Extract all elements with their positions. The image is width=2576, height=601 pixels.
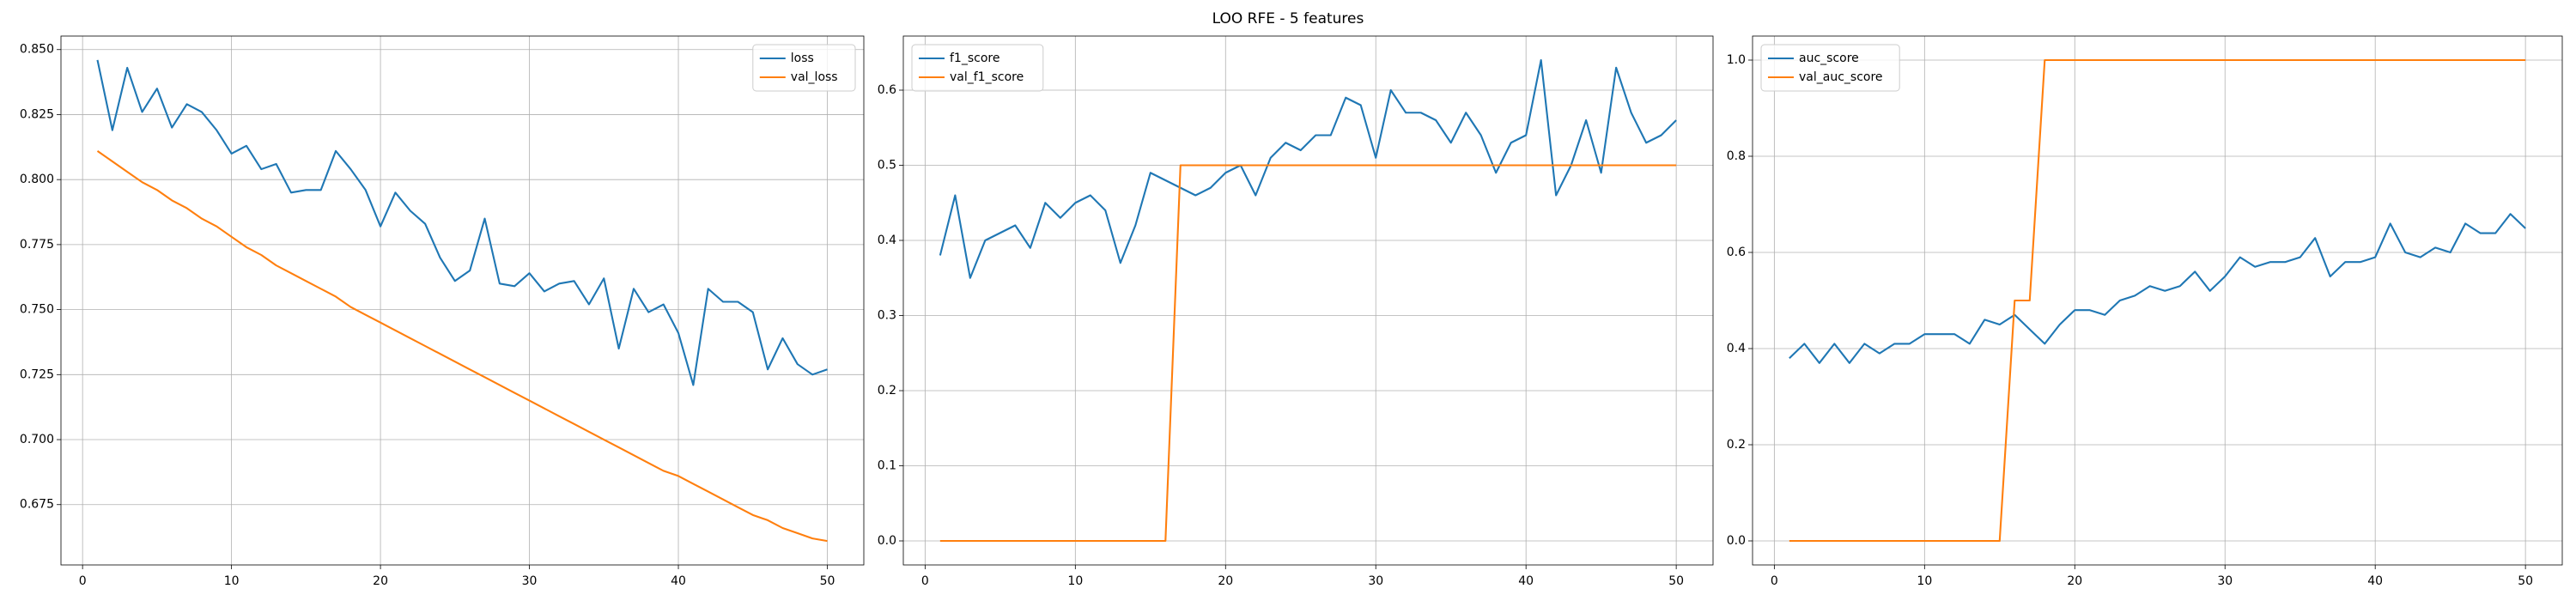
y-tick-label: 0.0 — [1727, 534, 1746, 548]
subplot: 0 10 20 30 40 50 0.675 0.700 0.725 0.750 0.775 0.80… — [20, 35, 865, 588]
y-tick-label: 0.1 — [878, 459, 896, 473]
series-line — [939, 164, 1677, 543]
y-tick-label: 0.825 — [20, 107, 54, 121]
x-tick-label: 20 — [1218, 574, 1233, 588]
y-tick-label: 0.6 — [878, 83, 896, 97]
y-tick-label: 0.2 — [1727, 438, 1746, 452]
series-line — [1789, 213, 2526, 364]
x-tick-label: 40 — [671, 574, 686, 588]
y-tick-label: 0.0 — [878, 534, 896, 548]
y-tick-label: 0.2 — [878, 384, 896, 398]
y-tick-label: 0.675 — [20, 498, 54, 512]
legend: auc_score val_auc_score — [1760, 44, 1900, 92]
x-tick-label: 50 — [820, 574, 835, 588]
y-tick-label: 0.700 — [20, 433, 54, 446]
y-tick-label: 0.8 — [1727, 149, 1746, 163]
plot-area — [61, 36, 864, 565]
y-tick-label: 0.775 — [20, 238, 54, 252]
y-tick-label: 1.0 — [1727, 53, 1746, 67]
legend: loss val_loss — [752, 44, 856, 92]
axes-frame — [60, 35, 865, 566]
x-tick-label: 30 — [1368, 574, 1383, 588]
figure-title: LOO RFE - 5 features — [1212, 10, 1364, 27]
legend-box — [911, 44, 1044, 92]
x-tick-label: 10 — [1067, 574, 1083, 588]
legend-box — [1760, 44, 1900, 92]
x-tick-label: 10 — [224, 574, 240, 588]
legend-label: f1_score — [950, 52, 999, 65]
subplot: 0 10 20 30 40 50 0.0 0.2 0.4 0.6 0.8 1.0 auc_scoreva… — [1727, 35, 2563, 588]
x-tick-label: 40 — [2367, 574, 2383, 588]
y-tick-label: 0.3 — [878, 309, 896, 323]
legend-box — [752, 44, 856, 92]
x-tick-label: 30 — [2217, 574, 2233, 588]
x-tick-label: 10 — [1917, 574, 1932, 588]
legend-label: loss — [791, 52, 814, 65]
x-tick-label: 40 — [1518, 574, 1534, 588]
axes-frame — [902, 35, 1714, 566]
subplot: 0 10 20 30 40 50 0.0 0.1 0.2 0.3 0.4 0.5 0.6 f1_score… — [878, 35, 1714, 588]
series-line — [939, 58, 1677, 279]
x-tick-label: 20 — [2067, 574, 2082, 588]
plot-area — [1753, 36, 2562, 565]
x-tick-label: 50 — [1668, 574, 1684, 588]
x-tick-label: 0 — [921, 574, 929, 588]
series-line — [96, 149, 828, 543]
x-tick-label: 20 — [373, 574, 388, 588]
legend-label: val_loss — [791, 70, 838, 84]
legend-label: auc_score — [1799, 52, 1859, 65]
x-tick-label: 0 — [1771, 574, 1778, 588]
y-tick-label: 0.6 — [1727, 246, 1746, 259]
axes-frame — [1752, 35, 2563, 566]
y-tick-label: 0.4 — [1727, 342, 1746, 355]
y-tick-label: 0.725 — [20, 367, 54, 381]
x-tick-label: 50 — [2518, 574, 2533, 588]
legend: f1_score val_f1_score — [911, 44, 1044, 92]
y-tick-label: 0.750 — [20, 303, 54, 317]
plot-area — [903, 36, 1713, 565]
series-line — [1789, 58, 2526, 543]
legend-label: val_f1_score — [950, 70, 1024, 84]
series-line — [96, 59, 828, 386]
y-tick-label: 0.800 — [20, 173, 54, 186]
y-tick-label: 0.5 — [878, 159, 896, 173]
x-tick-label: 30 — [522, 574, 538, 588]
legend-label: val_auc_score — [1799, 70, 1883, 84]
y-tick-label: 0.4 — [878, 234, 896, 247]
x-tick-label: 0 — [79, 574, 87, 588]
y-tick-label: 0.850 — [20, 43, 54, 57]
